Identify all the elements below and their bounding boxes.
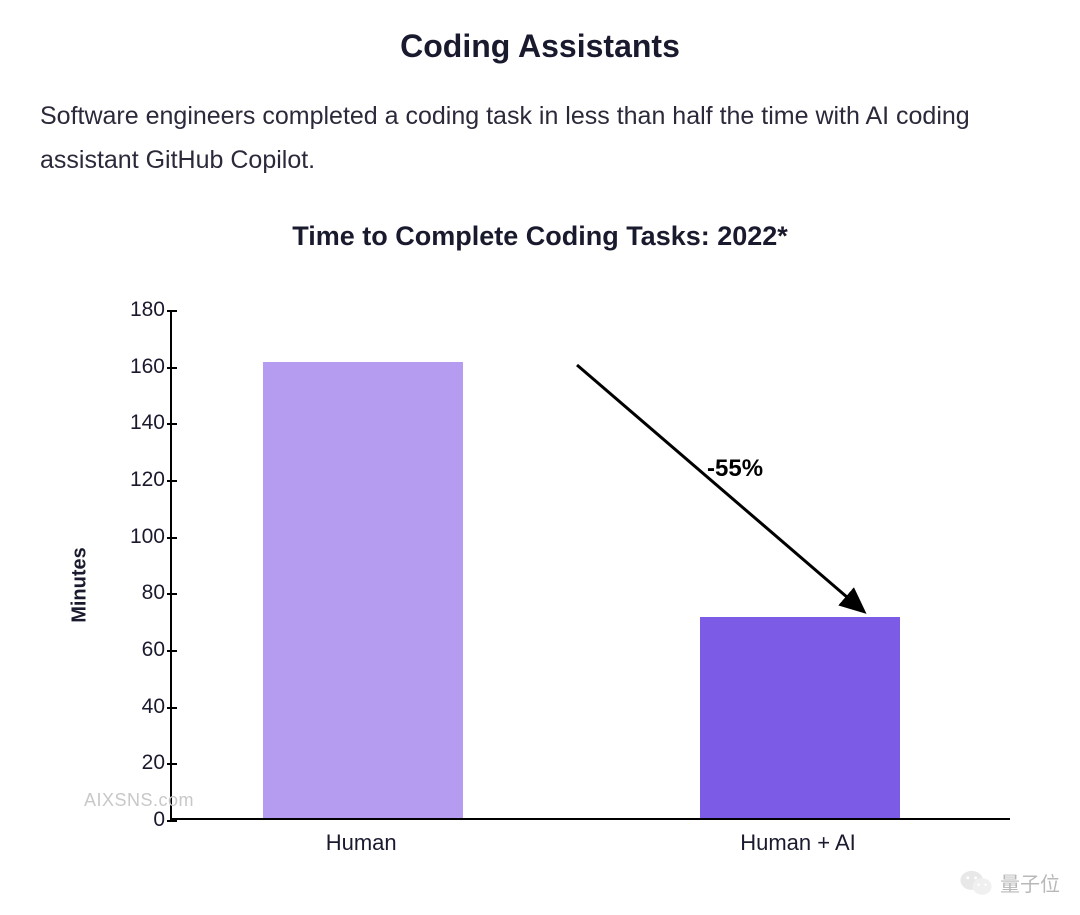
- y-tick-label: 160: [110, 355, 165, 379]
- watermark-right: 量子位: [960, 868, 1060, 897]
- y-axis-ticks: 0 20 40 60 80 100 120 140 160 180: [110, 298, 165, 832]
- y-tick-label: 180: [110, 298, 165, 322]
- y-axis-label: Minutes: [68, 547, 91, 623]
- chart-bar: [263, 362, 463, 818]
- wechat-icon: [960, 870, 992, 896]
- chart-title: Time to Complete Coding Tasks: 2022*: [0, 221, 1080, 252]
- chart-plot: -55%: [170, 310, 1010, 820]
- y-tick-label: 140: [110, 411, 165, 435]
- change-annotation: -55%: [707, 455, 763, 483]
- y-tick-label: 0: [110, 808, 165, 832]
- chart-area: Minutes 020406080100120140160180 -55% Hu…: [60, 310, 1020, 860]
- x-tick-label: Human: [261, 830, 461, 856]
- y-tick-label: 60: [110, 638, 165, 662]
- page-title: Coding Assistants: [0, 0, 1080, 65]
- y-tick-label: 120: [110, 468, 165, 492]
- chart-bar: [700, 617, 900, 818]
- y-tick-label: 80: [110, 581, 165, 605]
- y-tick-label: 100: [110, 525, 165, 549]
- y-tick-label: 40: [110, 695, 165, 719]
- y-tick-label: 20: [110, 751, 165, 775]
- description: Software engineers completed a coding ta…: [0, 65, 1080, 183]
- watermark-right-text: 量子位: [1000, 868, 1060, 897]
- watermark-left: AIXSNS.com: [84, 790, 194, 811]
- x-tick-label: Human + AI: [698, 830, 898, 856]
